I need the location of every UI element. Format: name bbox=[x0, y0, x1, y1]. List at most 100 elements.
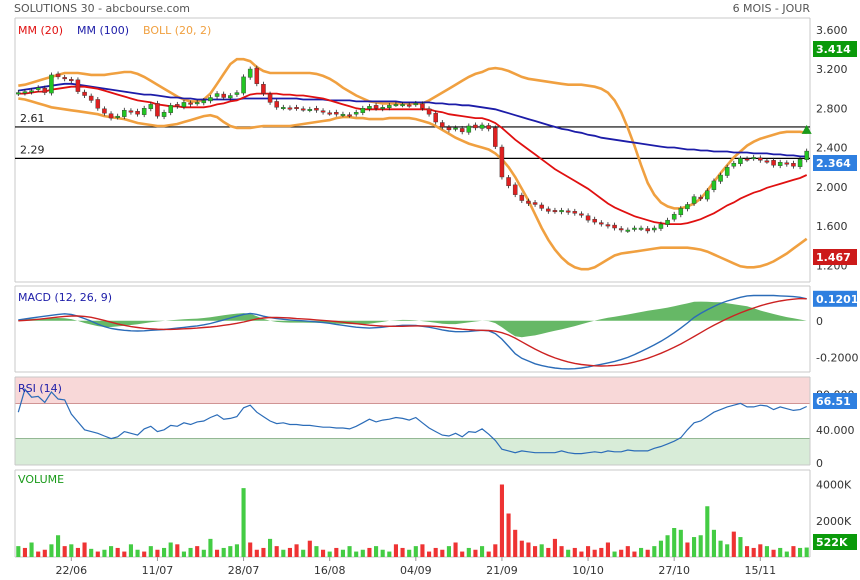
volume-bar bbox=[122, 551, 127, 557]
price-y-tick: 3.200 bbox=[816, 63, 848, 76]
volume-bar bbox=[778, 547, 783, 557]
volume-bar bbox=[764, 546, 769, 557]
volume-bar bbox=[685, 542, 690, 557]
volume-bar bbox=[804, 547, 809, 557]
volume-bar bbox=[175, 544, 180, 557]
candle bbox=[599, 222, 604, 225]
volume-bar bbox=[254, 549, 259, 557]
upper-band-badge: 3.414 bbox=[816, 43, 851, 56]
mm20-line bbox=[18, 85, 808, 226]
price-y-tick: 2.400 bbox=[816, 142, 848, 155]
candle bbox=[161, 112, 167, 117]
volume-bar bbox=[36, 551, 41, 557]
candle bbox=[413, 103, 419, 106]
volume-bar bbox=[751, 547, 756, 557]
candle bbox=[287, 107, 293, 110]
candle bbox=[526, 200, 531, 204]
candle bbox=[658, 223, 664, 229]
candle bbox=[519, 194, 525, 201]
candle bbox=[22, 91, 28, 94]
upper-band-badge-bg bbox=[813, 41, 857, 57]
volume-bar bbox=[400, 547, 405, 557]
volume-bar bbox=[586, 546, 591, 557]
candle bbox=[764, 160, 770, 163]
volume-bar bbox=[519, 540, 524, 557]
volume-bar bbox=[62, 546, 67, 557]
volume-bar bbox=[181, 551, 186, 557]
last-price-badge: 2.364 bbox=[816, 157, 851, 170]
candle bbox=[585, 215, 591, 221]
volume-bar bbox=[791, 546, 796, 557]
candle bbox=[453, 127, 458, 130]
volume-bar bbox=[692, 537, 697, 557]
volume-bar bbox=[493, 544, 498, 557]
volume-value-badge-bg bbox=[813, 534, 857, 550]
volume-bar bbox=[234, 544, 239, 557]
x-tick-label: 27/10 bbox=[658, 564, 690, 577]
macd-histogram bbox=[18, 301, 807, 338]
candle bbox=[254, 67, 260, 84]
candle bbox=[181, 102, 187, 108]
volume-bar bbox=[758, 544, 763, 557]
x-tick-label: 04/09 bbox=[400, 564, 432, 577]
candle bbox=[777, 162, 783, 166]
candle bbox=[69, 79, 74, 82]
candle bbox=[393, 104, 399, 107]
price-y-tick: 2.000 bbox=[816, 181, 848, 194]
candle bbox=[327, 112, 332, 115]
volume-bar bbox=[572, 547, 577, 557]
macd-signal-line bbox=[18, 297, 807, 367]
volume-bar bbox=[725, 544, 730, 557]
volume-bar bbox=[798, 547, 803, 557]
volume-bar bbox=[731, 531, 736, 557]
candle bbox=[35, 87, 41, 90]
candle bbox=[320, 110, 326, 113]
candle bbox=[380, 107, 385, 110]
x-tick-label: 15/11 bbox=[744, 564, 776, 577]
candle bbox=[135, 111, 140, 115]
candle bbox=[744, 158, 750, 161]
boll-lower-line bbox=[18, 97, 808, 271]
candle bbox=[645, 228, 650, 232]
volume-y-tick: 4000K bbox=[816, 479, 852, 492]
volume-bar bbox=[307, 540, 312, 557]
candle bbox=[426, 108, 432, 115]
volume-bar bbox=[433, 547, 438, 557]
macd-panel: MACD (12, 26, 9) 0 -0.2000 0.1201 bbox=[14, 285, 858, 373]
candle bbox=[532, 202, 538, 205]
volume-bar bbox=[745, 546, 750, 557]
candle bbox=[300, 108, 306, 111]
price-y-tick: 2.800 bbox=[816, 102, 848, 115]
volume-bar bbox=[268, 538, 273, 557]
candle bbox=[16, 92, 21, 95]
volume-bar bbox=[420, 544, 425, 557]
candle bbox=[221, 93, 226, 98]
x-tick-label: 21/09 bbox=[486, 564, 518, 577]
candle bbox=[698, 196, 703, 199]
candle bbox=[241, 76, 246, 94]
volume-bar bbox=[22, 547, 27, 557]
volume-bar bbox=[287, 547, 292, 557]
candle bbox=[353, 112, 359, 115]
volume-bar bbox=[208, 538, 213, 557]
x-tick-label: 22/06 bbox=[55, 564, 87, 577]
volume-label: VOLUME bbox=[18, 473, 64, 486]
volume-bar bbox=[347, 546, 352, 557]
candle bbox=[155, 103, 160, 117]
candle bbox=[605, 224, 611, 227]
volume-bar bbox=[705, 506, 710, 557]
volume-bar bbox=[718, 540, 723, 557]
candle bbox=[804, 150, 809, 161]
volume-bar bbox=[393, 544, 398, 557]
candle bbox=[387, 105, 392, 108]
volume-panel: VOLUME 4000K 2000K 522K bbox=[14, 469, 857, 558]
candle bbox=[711, 180, 717, 190]
candle bbox=[579, 213, 584, 216]
price-hline-label: 2.61 bbox=[20, 112, 45, 125]
volume-bar bbox=[301, 549, 306, 557]
candle bbox=[565, 210, 571, 213]
volume-bar bbox=[625, 546, 630, 557]
x-tick-label: 16/08 bbox=[314, 564, 346, 577]
volume-bar bbox=[599, 547, 604, 557]
